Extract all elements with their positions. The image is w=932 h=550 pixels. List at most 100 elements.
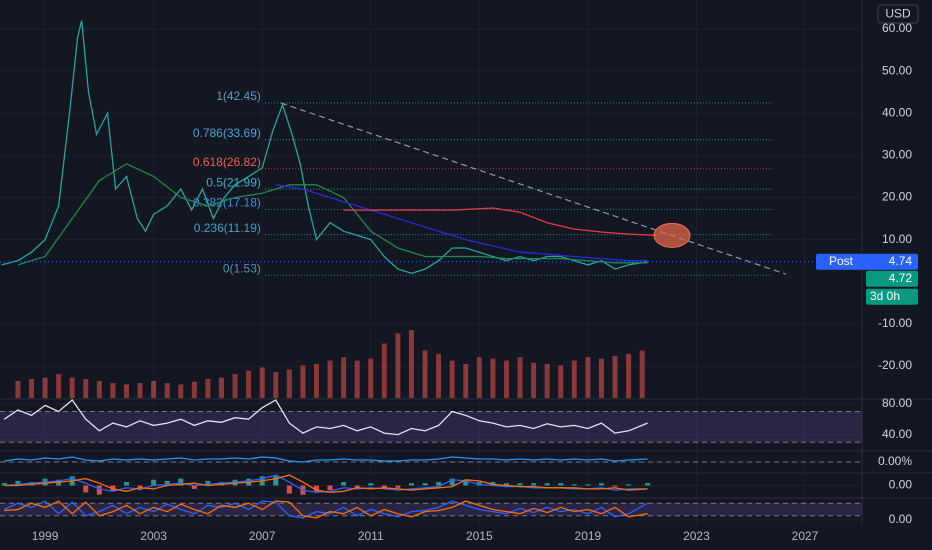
- pane: 0.00: [0, 474, 912, 495]
- bar: [137, 383, 143, 398]
- bar: [395, 333, 401, 398]
- x-tick-label: 2027: [792, 529, 819, 543]
- x-tick-label: 2015: [466, 529, 493, 543]
- fib-label: 0.382(17.18): [193, 196, 261, 210]
- bar: [422, 350, 428, 398]
- price-tag: [866, 270, 918, 287]
- series-line: [1, 20, 648, 274]
- bar: [449, 360, 455, 398]
- bar: [341, 357, 347, 398]
- fib-label: 1(42.45): [216, 89, 261, 103]
- bar: [341, 482, 347, 486]
- bar: [436, 482, 442, 486]
- bar: [15, 381, 21, 398]
- bar: [1, 483, 7, 486]
- bar: [28, 378, 34, 398]
- countdown: 3d 0h: [870, 289, 900, 303]
- bar: [354, 360, 360, 398]
- fib-label: 0.236(11.19): [194, 221, 261, 235]
- bar: [503, 483, 509, 486]
- y-tick-label: 10.00: [882, 232, 912, 246]
- countdown-box: [866, 288, 918, 305]
- y-tick-label: 0.00%: [878, 454, 912, 468]
- bar: [205, 378, 211, 398]
- y-tick-label: 20.00: [882, 190, 912, 204]
- bar: [246, 370, 252, 398]
- bar: [544, 483, 550, 486]
- bar: [381, 485, 387, 488]
- price-tag: [816, 253, 918, 270]
- pane: 60.00 50.00 40.00 30.00 20.00 10.00 -10.00 -20.…: [0, 20, 918, 372]
- bar: [110, 383, 116, 398]
- fib-label: 0(1.53): [223, 261, 261, 275]
- y-tick-label: 40.00: [882, 427, 912, 441]
- bar: [327, 360, 333, 398]
- bar: [205, 480, 211, 486]
- y-tick-label: 40.00: [882, 105, 912, 119]
- bar: [273, 475, 279, 486]
- bar: [558, 365, 564, 398]
- bar: [408, 483, 414, 486]
- bar: [517, 357, 523, 398]
- series-line: [343, 207, 656, 237]
- pane: [15, 330, 645, 398]
- bar: [463, 364, 469, 398]
- fib-label: 0.5(21.99): [206, 175, 261, 189]
- trendline: [280, 102, 787, 275]
- bar: [151, 479, 157, 486]
- series-line: [4, 500, 648, 519]
- bar: [612, 485, 618, 487]
- y-tick-label: -20.00: [878, 358, 912, 372]
- series-line: [4, 474, 648, 494]
- bar: [639, 350, 645, 398]
- bar: [69, 377, 75, 398]
- bar: [449, 478, 455, 486]
- bar: [558, 483, 564, 486]
- price-tag-label: Post: [829, 254, 854, 268]
- bar: [313, 364, 319, 398]
- price-tag-value: 4.72: [889, 271, 913, 285]
- bar: [218, 377, 224, 398]
- currency[interactable]: USD: [885, 7, 911, 21]
- bar: [626, 484, 632, 486]
- bar: [381, 343, 387, 398]
- x-tick-label: 1999: [32, 529, 59, 543]
- bar: [503, 360, 509, 398]
- bar: [191, 381, 197, 398]
- bar: [83, 378, 89, 398]
- bar: [42, 377, 48, 398]
- bar: [517, 483, 523, 486]
- y-tick-label: 80.00: [882, 396, 912, 410]
- bar: [422, 483, 428, 486]
- bar: [96, 485, 102, 495]
- bar: [123, 482, 129, 486]
- series-line: [4, 500, 648, 519]
- bar: [286, 369, 292, 398]
- highlight-circle: [653, 222, 691, 248]
- bar: [286, 485, 292, 494]
- bar: [544, 364, 550, 398]
- bar: [368, 358, 374, 398]
- bar: [151, 381, 157, 398]
- series-line: [3, 399, 648, 436]
- bar: [571, 484, 577, 486]
- pane: 0.00: [0, 500, 913, 526]
- bar: [612, 355, 618, 398]
- pane: 0.00%: [0, 454, 912, 468]
- y-tick-label: 60.00: [882, 21, 912, 35]
- bar: [463, 479, 469, 486]
- series-line: [275, 184, 648, 262]
- currency-box[interactable]: [877, 4, 919, 24]
- bar: [259, 367, 265, 398]
- x-tick-label: 2023: [683, 529, 710, 543]
- bar: [178, 384, 184, 398]
- bar: [273, 372, 279, 398]
- bar: [408, 330, 414, 398]
- bar: [585, 484, 591, 486]
- bar: [476, 357, 482, 398]
- x-tick-label: 2019: [575, 529, 602, 543]
- y-tick-label: 0.00: [889, 512, 913, 526]
- series-line: [17, 163, 648, 266]
- bar: [395, 485, 401, 488]
